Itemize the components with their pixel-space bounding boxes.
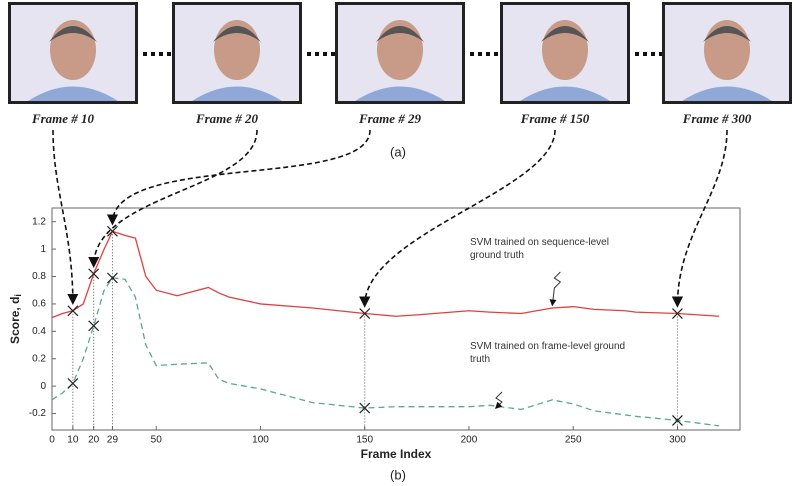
frame-label: Frame # 300 bbox=[682, 111, 752, 126]
frame-label: Frame # 150 bbox=[520, 111, 590, 126]
x-tick-label: 50 bbox=[151, 435, 163, 446]
x-marker bbox=[672, 308, 683, 319]
frame-label: Frame # 10 bbox=[31, 111, 95, 126]
ellipsis-dot bbox=[470, 52, 474, 56]
frame-thumbnail bbox=[500, 2, 630, 104]
x-tick-label: 100 bbox=[252, 435, 269, 446]
ellipsis-dot bbox=[143, 52, 147, 56]
x-marker bbox=[67, 305, 79, 317]
shirt bbox=[355, 86, 445, 101]
y-axis-label: Score, di bbox=[8, 294, 23, 344]
series-annotation: SVM trained on sequence-level ground tru… bbox=[470, 237, 609, 261]
ellipsis-dot bbox=[167, 52, 171, 56]
x-marker bbox=[672, 414, 683, 426]
y-tick-label: 1 bbox=[40, 244, 46, 255]
ellipsis-dot bbox=[478, 52, 482, 56]
x-marker bbox=[88, 268, 100, 280]
ellipsis-dot bbox=[307, 52, 311, 56]
frame-thumbnail bbox=[172, 2, 302, 104]
series-annotation: SVM trained on frame-level ground truth bbox=[470, 341, 626, 365]
frame-thumbnail bbox=[8, 2, 138, 104]
ellipsis-dot bbox=[323, 52, 327, 56]
ellipsis-dot bbox=[651, 52, 655, 56]
ellipsis-dot bbox=[635, 52, 639, 56]
ellipsis-dot bbox=[159, 52, 163, 56]
frame-label: Frame # 20 bbox=[195, 111, 259, 126]
shirt bbox=[520, 86, 610, 101]
y-tick-label: 1.2 bbox=[32, 216, 46, 227]
ellipsis-dot bbox=[494, 52, 498, 56]
annotation-squiggle bbox=[549, 271, 562, 307]
caption-b: (b) bbox=[390, 467, 406, 482]
ellipsis-dot bbox=[659, 52, 663, 56]
frame-arrow bbox=[52, 129, 79, 306]
y-tick-label: 0.6 bbox=[32, 299, 46, 310]
x-marker bbox=[359, 402, 371, 414]
frame-arrow bbox=[671, 129, 728, 308]
hair bbox=[703, 26, 751, 42]
series-line bbox=[51, 277, 720, 427]
x-tick-label: 250 bbox=[565, 435, 582, 446]
x-marker bbox=[107, 272, 118, 284]
ellipsis-dot bbox=[331, 52, 335, 56]
x-marker bbox=[67, 377, 79, 389]
x-marker bbox=[359, 308, 371, 319]
x-tick-label: 300 bbox=[669, 435, 686, 446]
x-axis-label: Frame Index bbox=[361, 447, 432, 461]
y-tick-label: -0.2 bbox=[29, 408, 47, 419]
hair bbox=[213, 26, 261, 42]
series-line bbox=[51, 230, 720, 319]
ellipsis-dot bbox=[643, 52, 647, 56]
frame-label: Frame # 29 bbox=[358, 111, 422, 126]
shirt bbox=[28, 86, 118, 101]
shirt bbox=[192, 86, 282, 101]
x-tick-label: 150 bbox=[356, 435, 373, 446]
y-tick-label: 0.2 bbox=[32, 353, 46, 364]
y-tick-label: 0.4 bbox=[32, 326, 46, 337]
ellipsis-dot bbox=[151, 52, 155, 56]
x-marker bbox=[107, 225, 118, 237]
frame-arrow bbox=[106, 129, 371, 226]
hair bbox=[49, 26, 97, 42]
y-tick-label: 0.8 bbox=[32, 271, 46, 282]
x-marker bbox=[88, 320, 100, 332]
frame-arrow bbox=[88, 129, 258, 269]
frame-thumbnail bbox=[662, 2, 792, 104]
x-tick-label: 0 bbox=[49, 435, 55, 446]
ellipsis-dot bbox=[315, 52, 319, 56]
x-tick-label: 29 bbox=[107, 435, 119, 446]
ellipsis-dot bbox=[486, 52, 490, 56]
annotation-squiggle bbox=[494, 391, 503, 409]
x-tick-label: 200 bbox=[461, 435, 478, 446]
x-tick-label: 20 bbox=[88, 435, 100, 446]
plot-frame bbox=[51, 207, 741, 431]
caption-a: (a) bbox=[390, 144, 406, 159]
frame-thumbnail bbox=[335, 2, 465, 104]
frame-arrow bbox=[359, 129, 556, 308]
hair bbox=[376, 26, 424, 42]
hair bbox=[541, 26, 589, 42]
y-tick-label: 0 bbox=[40, 381, 46, 392]
shirt bbox=[682, 86, 772, 101]
x-tick-label: 10 bbox=[67, 435, 79, 446]
